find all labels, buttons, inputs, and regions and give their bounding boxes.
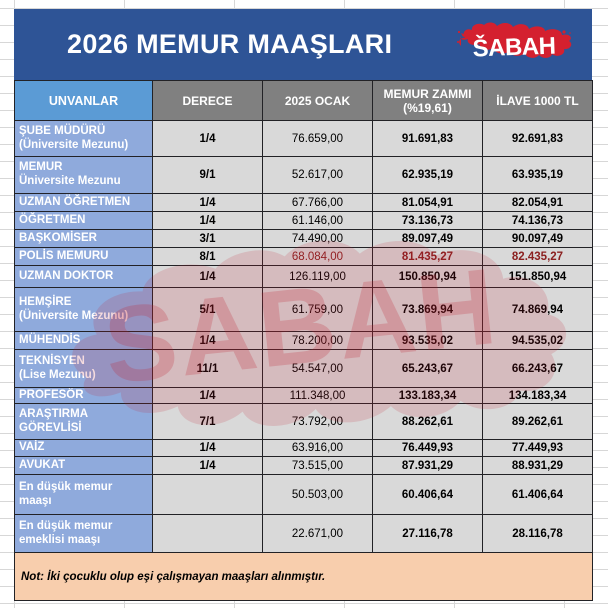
svg-text:ŠABAH: ŠABAH	[472, 32, 556, 63]
